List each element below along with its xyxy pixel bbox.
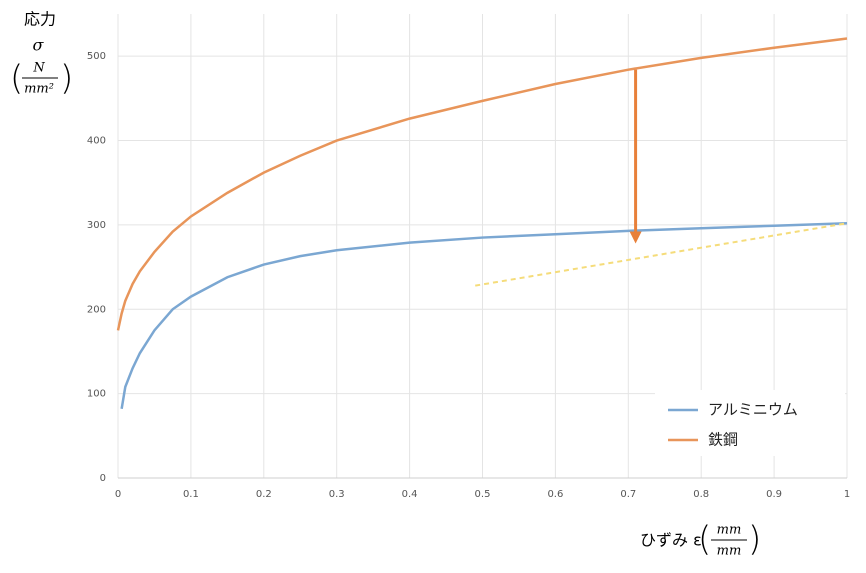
legend-box xyxy=(655,390,845,456)
legend-label: アルミニウム xyxy=(708,401,798,419)
x-unit-num: mm xyxy=(717,523,742,538)
y-tick-label: 0 xyxy=(100,473,106,484)
x-tick-label: 0.2 xyxy=(256,489,272,500)
arrow-head xyxy=(629,231,642,244)
x-tick-label: 0.4 xyxy=(402,489,418,500)
x-tick-label: 0 xyxy=(115,489,121,500)
x-tick-label: 0.6 xyxy=(547,489,563,500)
x-tick-label: 0.7 xyxy=(620,489,636,500)
x-tick-label: 0.5 xyxy=(475,489,491,500)
paren: ( xyxy=(10,59,23,99)
y-tick-label: 400 xyxy=(87,136,106,147)
y-tick-label: 500 xyxy=(87,51,106,62)
legend-label: 鉄鋼 xyxy=(708,431,738,449)
y-symbol: σ xyxy=(33,36,45,55)
y-label: 応力 xyxy=(24,10,56,29)
x-tick-label: 0.9 xyxy=(766,489,782,500)
x-tick-label: 0.1 xyxy=(183,489,199,500)
paren: ( xyxy=(698,520,711,560)
series-line xyxy=(116,37,848,331)
y-tick-label: 100 xyxy=(87,389,106,400)
paren: ) xyxy=(748,520,761,560)
y-tick-label: 200 xyxy=(87,304,106,315)
x-tick-label: 0.3 xyxy=(329,489,345,500)
x-tick-label: 0.8 xyxy=(693,489,709,500)
x-unit-den: mm xyxy=(717,544,742,559)
series-line xyxy=(120,221,848,410)
guide-line xyxy=(475,222,848,287)
x-label: ひずみ ε xyxy=(640,531,702,550)
x-tick-label: 1 xyxy=(844,489,850,500)
y-unit-num: N xyxy=(32,61,45,76)
paren: ) xyxy=(60,59,73,99)
y-tick-label: 300 xyxy=(87,220,106,231)
y-unit-den: mm² xyxy=(24,82,54,97)
